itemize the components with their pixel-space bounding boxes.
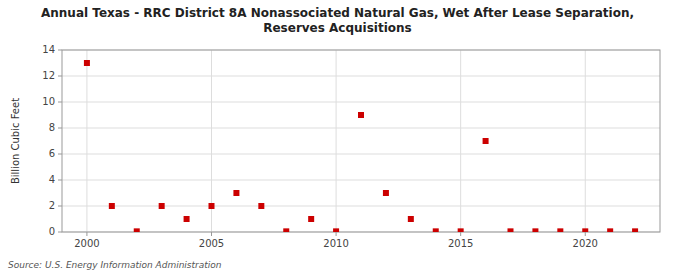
x-tick (86, 232, 87, 236)
x-tick (460, 232, 461, 236)
x-grid-line (336, 50, 337, 232)
plot-frame (62, 50, 660, 232)
source: Source: U.S. Energy Information Administ… (8, 260, 222, 270)
y-tick (58, 206, 62, 207)
point (607, 228, 613, 232)
y-grid-line (62, 102, 660, 103)
y-tick-label: 2 (49, 200, 55, 211)
point (184, 216, 190, 222)
y-tick-label: 14 (42, 44, 55, 55)
chart: Annual Texas - RRC District 8A Nonassoci… (0, 0, 675, 275)
point (582, 228, 588, 232)
point (557, 228, 563, 232)
y-grid-line (62, 76, 660, 77)
y-tick (58, 76, 62, 77)
point (358, 112, 364, 118)
y-tick (58, 180, 62, 181)
point (258, 203, 264, 209)
y-tick-label: 6 (49, 148, 55, 159)
x-tick (585, 232, 586, 236)
point (308, 216, 314, 222)
x-tick-label: 2010 (323, 238, 348, 249)
x-tick-label: 2020 (573, 238, 598, 249)
x-grid-line (585, 50, 586, 232)
y-grid-line (62, 180, 660, 181)
point (458, 228, 464, 232)
points (84, 60, 638, 232)
x-grid-line (86, 50, 87, 232)
point (233, 190, 239, 196)
x-grid-line (460, 50, 461, 232)
title-line: Reserves Acquisitions (263, 21, 412, 35)
y-tick (58, 102, 62, 103)
point (433, 228, 439, 232)
point (483, 138, 489, 144)
point (134, 228, 140, 232)
point (532, 228, 538, 232)
title: Annual Texas - RRC District 8A Nonassoci… (41, 6, 634, 35)
point (333, 228, 339, 232)
y-tick-label: 8 (49, 122, 55, 133)
title-line: Annual Texas - RRC District 8A Nonassoci… (41, 6, 634, 20)
grid (62, 50, 660, 232)
y-grid-line (62, 206, 660, 207)
x-tick-label: 2005 (199, 238, 224, 249)
y-tick (58, 128, 62, 129)
point (283, 228, 289, 232)
point (109, 203, 115, 209)
y-tick (58, 50, 62, 51)
y-tick (58, 232, 62, 233)
point (84, 60, 90, 66)
y-axis-label: Billion Cubic Feet (10, 98, 21, 184)
point (383, 190, 389, 196)
point (632, 228, 638, 232)
y-grid-line (62, 128, 660, 129)
x-tick-label: 2015 (448, 238, 473, 249)
point (159, 203, 165, 209)
point (209, 203, 215, 209)
x-tick-label: 2000 (74, 238, 99, 249)
plot-area (62, 50, 660, 232)
x-tick (211, 232, 212, 236)
y-tick-label: 10 (42, 96, 55, 107)
y-tick-label: 4 (49, 174, 55, 185)
y-tick (58, 154, 62, 155)
y-grid-line (62, 154, 660, 155)
point (508, 228, 514, 232)
y-tick-label: 12 (42, 70, 55, 81)
point (408, 216, 414, 222)
y-tick-label: 0 (49, 226, 55, 237)
x-tick (336, 232, 337, 236)
